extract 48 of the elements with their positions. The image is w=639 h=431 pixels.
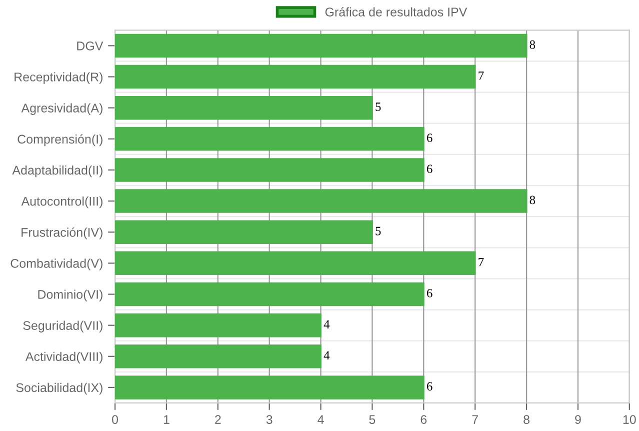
data-label: 6 [426, 134, 432, 142]
data-label: 8 [530, 196, 536, 204]
bar [115, 64, 476, 89]
y-tick-label: Dominio(VI) [38, 290, 102, 302]
legend-label: Gráfica de resultados IPV [325, 7, 468, 16]
data-label: 8 [530, 40, 536, 49]
data-label: 6 [426, 164, 432, 174]
data-label: 5 [376, 102, 381, 111]
bar [115, 313, 322, 338]
y-tick-label: Sociabilidad(IX) [16, 382, 102, 395]
bar [115, 158, 424, 182]
y-tick-label: Combatividad(V) [10, 258, 102, 270]
y-tick-label: Adaptabilidad(II) [12, 165, 102, 178]
data-label: 7 [478, 258, 484, 266]
x-tick-label: 7 [472, 415, 478, 424]
x-tick-label: 6 [420, 415, 427, 424]
x-tick-label: 3 [266, 415, 272, 424]
y-tick-label: Receptividad(R) [14, 72, 102, 84]
data-label: 6 [426, 382, 432, 391]
x-tick-label: 1 [164, 415, 170, 424]
bar [115, 282, 424, 306]
x-tick-label: 4 [318, 415, 324, 424]
y-tick-label: Seguridad(VII) [23, 320, 102, 332]
data-label: 4 [324, 320, 330, 328]
bar [115, 189, 528, 213]
x-tick-label: 8 [524, 415, 530, 424]
bar [115, 251, 476, 276]
bar [115, 96, 373, 120]
y-tick-label: Comprensión(I) [18, 134, 102, 146]
x-tick-label: 0 [112, 415, 118, 424]
y-tick-label: Frustración(IV) [22, 228, 102, 240]
data-label: 6 [426, 288, 432, 298]
y-tick-label: Actividad(VIII) [25, 352, 102, 364]
x-tick-label: 9 [575, 415, 581, 424]
y-tick-label: Agresividad(A) [21, 103, 102, 115]
data-label: 5 [376, 226, 381, 236]
bar [115, 220, 373, 244]
bar [115, 34, 528, 58]
data-label: 7 [478, 72, 484, 80]
data-label: 4 [324, 351, 330, 360]
y-tick-label: DGV [77, 42, 104, 50]
x-tick-label: 5 [369, 415, 376, 424]
bar [115, 344, 322, 368]
bar [115, 127, 424, 151]
bar [115, 376, 424, 400]
x-tick-label: 10 [623, 415, 636, 424]
y-tick-label: Autocontrol(III) [21, 196, 102, 208]
x-tick-label: 2 [215, 415, 221, 424]
